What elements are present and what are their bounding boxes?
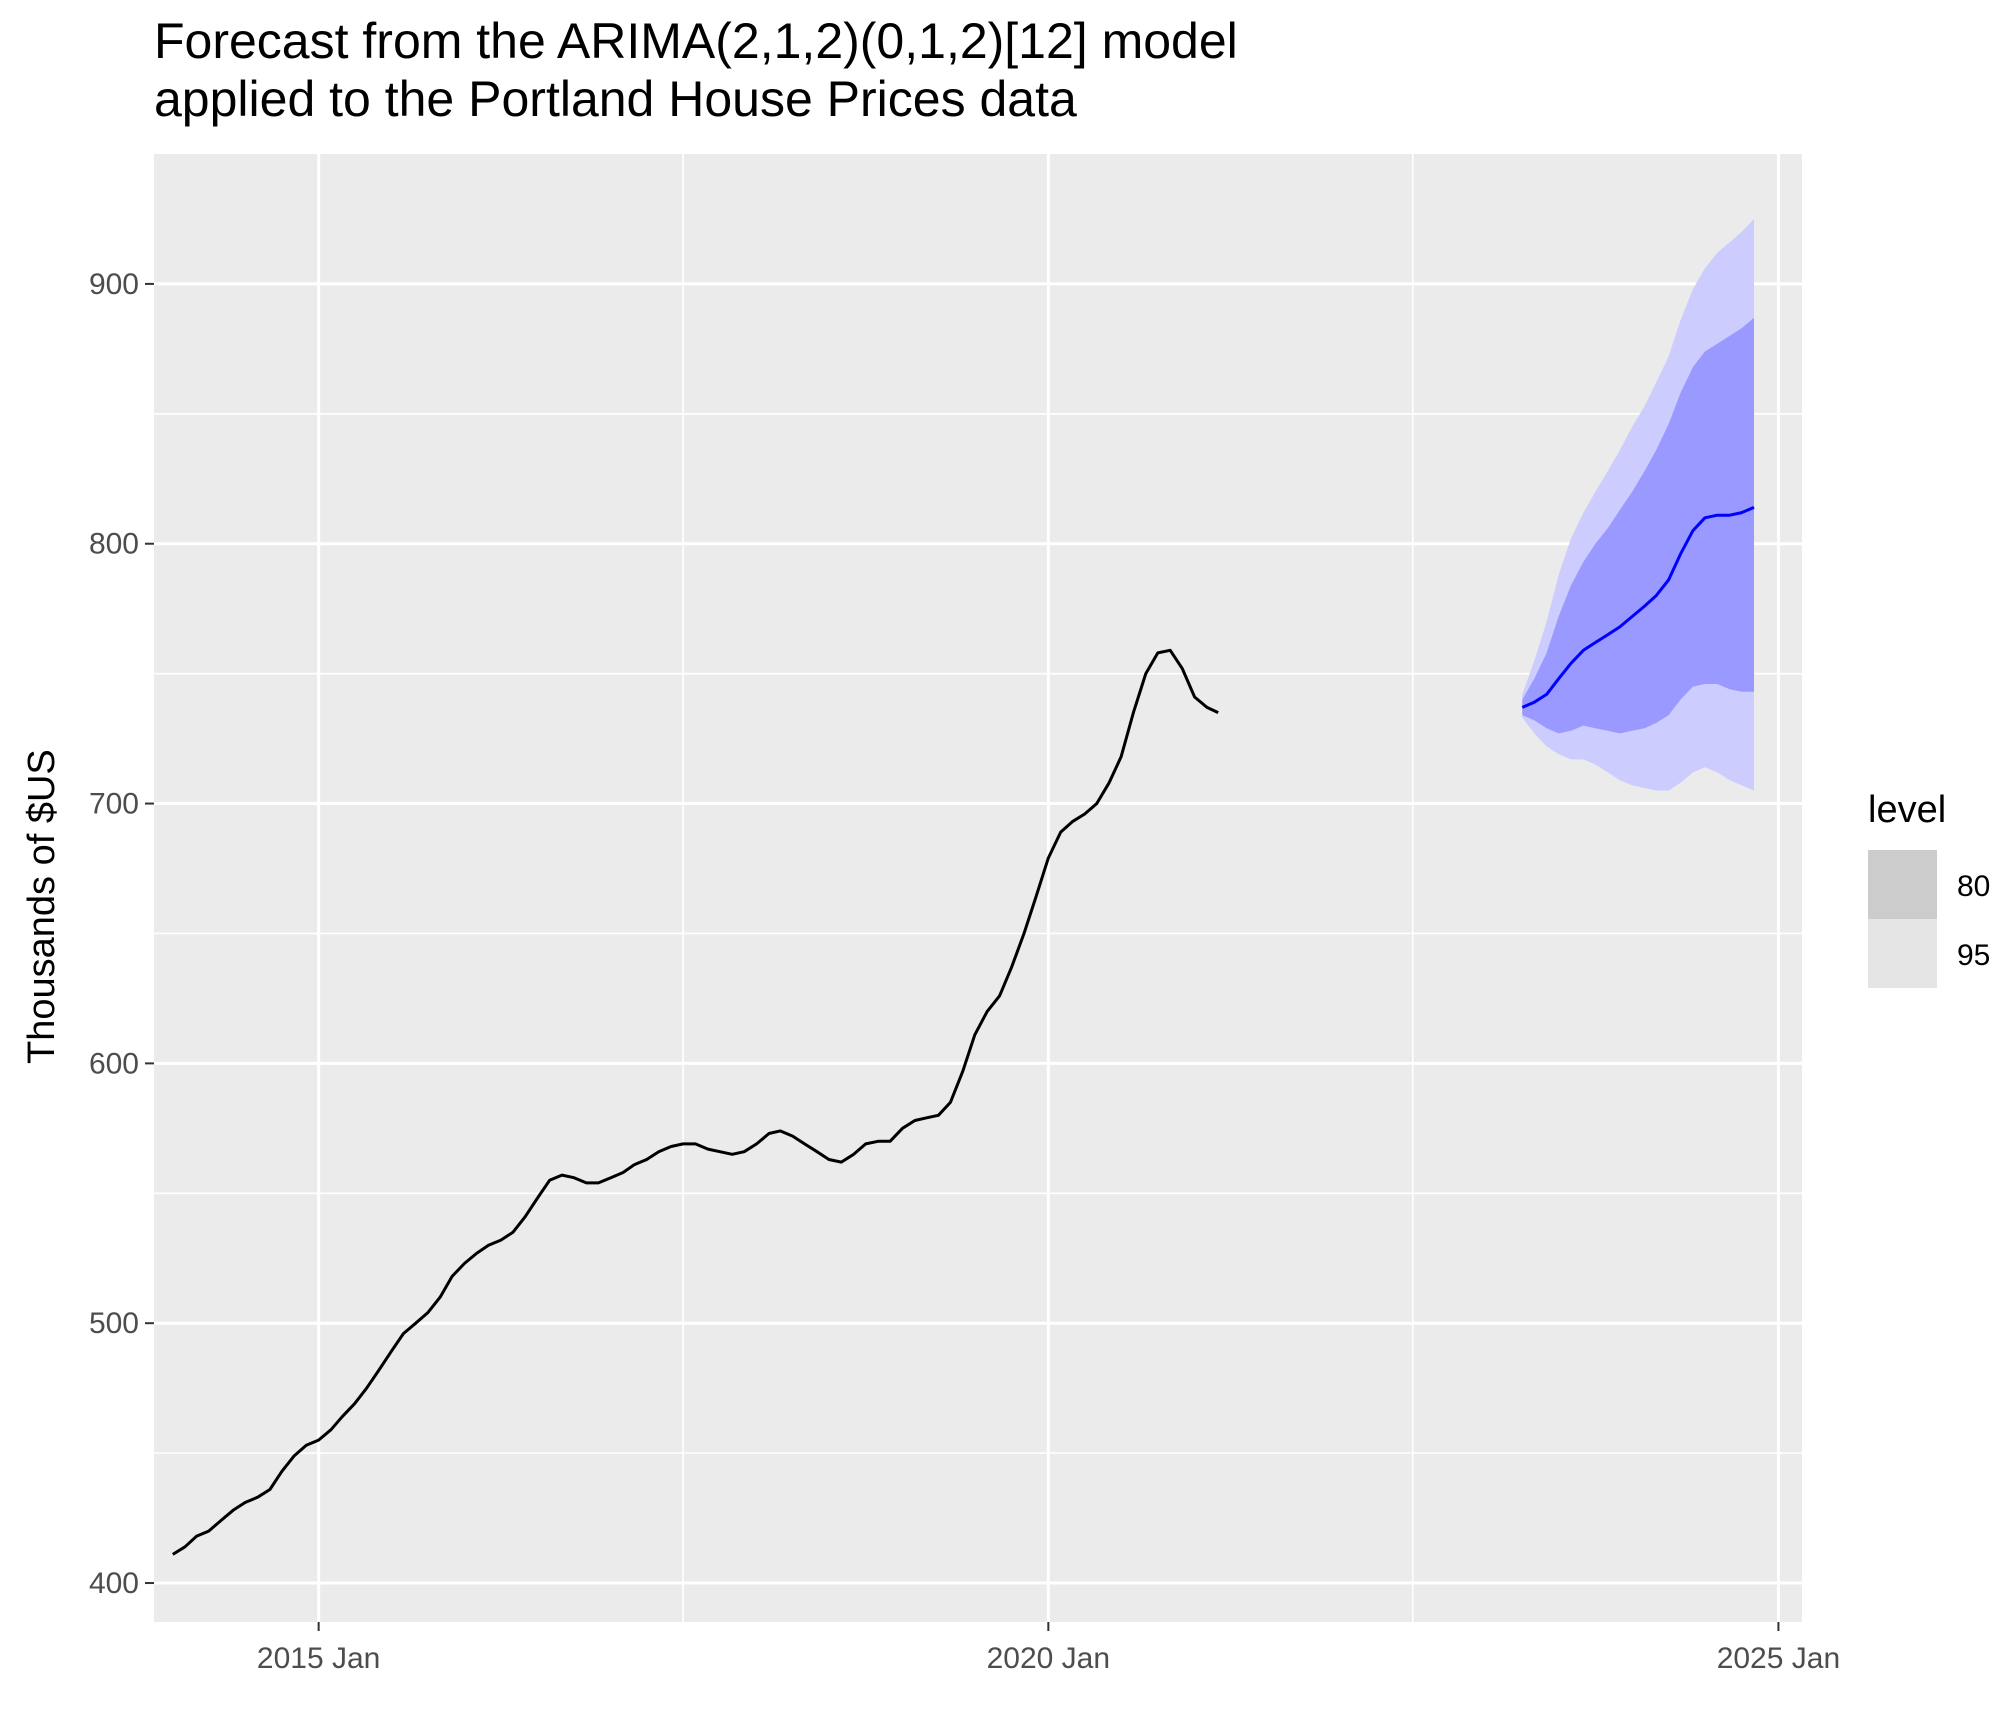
chart-title-line-2: applied to the Portland House Prices dat… bbox=[154, 71, 1077, 127]
legend-label-80: 80 bbox=[1957, 870, 1990, 903]
x-tick-label: 2025 Jan bbox=[1717, 1642, 1840, 1675]
y-tick-label: 700 bbox=[89, 788, 139, 821]
prediction-intervals bbox=[1522, 219, 1754, 791]
legend-label-95: 95 bbox=[1957, 939, 1990, 972]
series-lines bbox=[172, 506, 1755, 1556]
history-line bbox=[172, 648, 1219, 1556]
legend-key-80 bbox=[1868, 850, 1937, 919]
y-tick-label: 800 bbox=[89, 528, 139, 561]
x-tick-label: 2020 Jan bbox=[987, 1642, 1110, 1675]
x-axis: 2015 Jan 2020 Jan 2025 Jan bbox=[257, 1622, 1840, 1675]
minor-gridlines bbox=[154, 154, 1802, 1622]
major-gridlines bbox=[154, 154, 1802, 1622]
y-axis-title: Thousands of $US bbox=[21, 749, 63, 1064]
y-tick-label: 600 bbox=[89, 1047, 139, 1080]
y-tick-label: 900 bbox=[89, 268, 139, 301]
plot-panel bbox=[154, 154, 1802, 1622]
interval-80-band bbox=[1522, 317, 1754, 734]
forecast-mean-line bbox=[1521, 506, 1755, 709]
y-axis: 400 500 600 700 800 900 bbox=[89, 268, 154, 1600]
legend-title: level bbox=[1868, 789, 1946, 831]
legend-key-95 bbox=[1868, 919, 1937, 988]
chart-title-line-1: Forecast from the ARIMA(2,1,2)(0,1,2)[12… bbox=[154, 13, 1238, 69]
y-tick-label: 500 bbox=[89, 1307, 139, 1340]
x-tick-label: 2015 Jan bbox=[257, 1642, 380, 1675]
y-tick-label: 400 bbox=[89, 1567, 139, 1600]
legend: level 80 95 bbox=[1868, 789, 1990, 988]
